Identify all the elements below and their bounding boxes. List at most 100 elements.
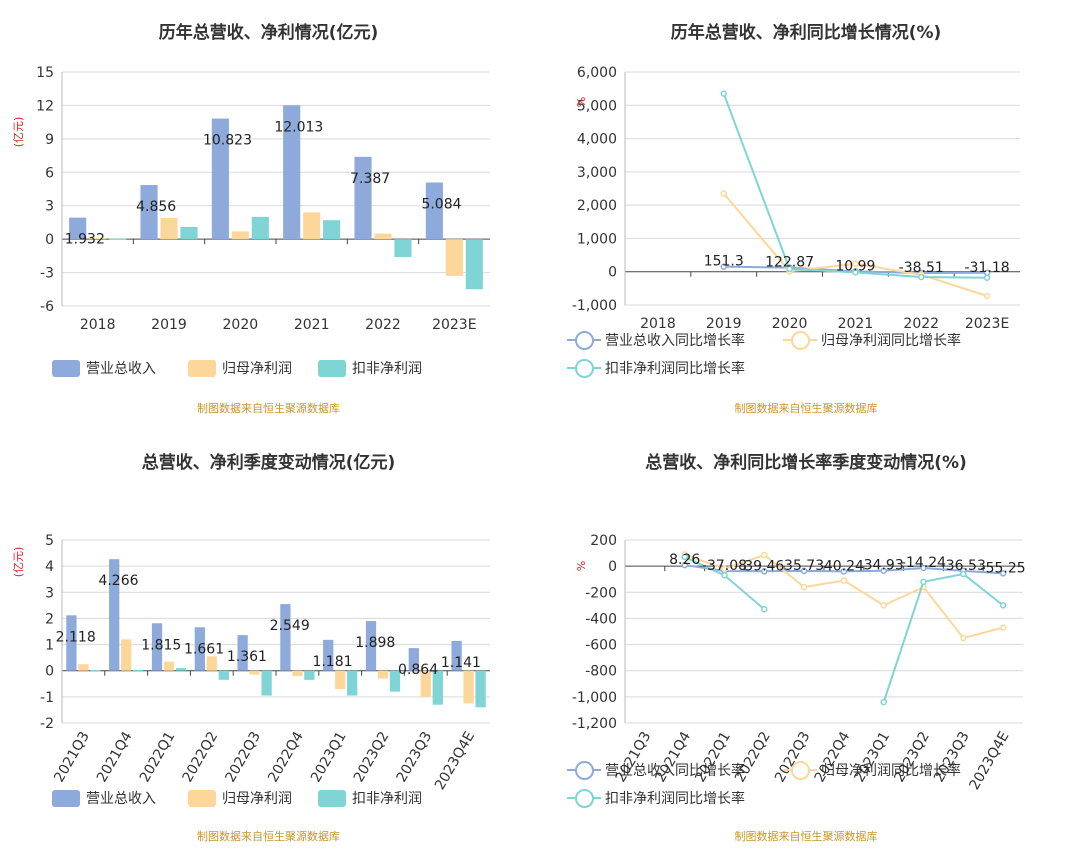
y-tick-label: -1,200 — [572, 716, 617, 732]
bar — [151, 623, 163, 671]
source-note: 制图数据来自恒生聚源数据库 — [197, 402, 340, 415]
y-tick-label: 3 — [45, 585, 54, 601]
data-label: 1.141 — [441, 655, 481, 671]
bar — [66, 615, 77, 671]
bar — [231, 231, 249, 240]
bar — [283, 105, 301, 240]
y-tick-label: -200 — [585, 585, 617, 601]
legend-label: 扣非净利润 — [352, 361, 422, 377]
data-label: 1.932 — [65, 232, 105, 248]
bar — [261, 670, 272, 696]
bar — [323, 220, 341, 240]
y-tick-label: 1 — [45, 638, 54, 654]
legend-color-swatch — [318, 359, 346, 377]
bar — [451, 640, 462, 671]
data-point — [999, 624, 1007, 631]
data-label: -38.51 — [899, 260, 944, 276]
bar — [194, 627, 205, 671]
data-label: 4.266 — [98, 573, 138, 589]
data-label: 8.26 — [669, 552, 700, 568]
bar — [109, 559, 120, 671]
legend-item[interactable]: 营业总收入 — [52, 788, 156, 808]
x-tick-label: 2023Q3 — [394, 729, 436, 785]
data-point — [761, 568, 768, 575]
bar — [140, 185, 158, 240]
legend-item[interactable]: 营业总收入 — [52, 358, 156, 378]
bar — [475, 670, 486, 708]
bar — [163, 661, 175, 671]
legend-line-marker-icon — [783, 331, 817, 350]
data-point — [999, 570, 1007, 577]
data-label: 40.24 — [824, 558, 864, 574]
chart-title: 总营收、净利季度变动情况(亿元) — [141, 453, 396, 473]
data-label: 2.549 — [270, 618, 310, 634]
legend-item[interactable]: 营业总收入同比增长率 — [567, 760, 745, 780]
data-point — [720, 90, 727, 97]
x-tick-label: 2018 — [640, 316, 676, 332]
legend-label: 归母净利润 — [222, 791, 292, 807]
data-point — [880, 698, 887, 706]
data-label: 1.815 — [141, 637, 181, 653]
bar — [133, 669, 144, 671]
legend-item[interactable]: 归母净利润 — [188, 788, 292, 808]
y-axis-label: (亿元) — [12, 117, 25, 148]
legend-item[interactable]: 归母净利润同比增长率 — [783, 330, 961, 350]
y-tick-label: 6 — [45, 165, 54, 181]
legend-item[interactable]: 扣非净利润 — [318, 788, 422, 808]
data-point — [840, 568, 848, 575]
y-tick-label: -6 — [40, 299, 54, 315]
legend-item[interactable]: 营业总收入同比增长率 — [567, 330, 745, 350]
y-axis-label: % — [575, 561, 588, 571]
data-label: 35.73 — [784, 558, 824, 574]
data-point — [721, 572, 728, 579]
legend-item[interactable]: 归母净利润 — [188, 358, 292, 378]
x-tick-label: 2023Q2 — [351, 729, 393, 785]
y-tick-label: 5,000 — [577, 98, 617, 114]
legend-line-marker-icon — [783, 761, 817, 780]
quarterly-revenue-profit-panel: 总营收、净利季度变动情况(亿元) -2 -1 0 1 2 3 4 5 (亿元) 2021Q3 202… — [0, 430, 537, 861]
chart-legend: 营业总收入同比增长率 归母净利润同比增长率扣非净利润同比增长率 — [537, 760, 1075, 820]
x-tick-label: 2022Q2 — [180, 729, 222, 785]
legend-item[interactable]: 扣非净利润同比增长率 — [567, 358, 745, 378]
y-tick-label: 1,000 — [577, 231, 617, 247]
bar — [354, 156, 372, 240]
data-label: 4.856 — [136, 199, 176, 215]
legend-color-swatch — [318, 789, 346, 807]
legend-label: 营业总收入同比增长率 — [605, 763, 745, 779]
data-point — [852, 269, 859, 276]
y-tick-label: -400 — [585, 611, 617, 627]
bar — [303, 212, 321, 240]
x-tick-label: 2022Q3 — [222, 729, 264, 785]
legend-label: 归母净利润 — [222, 361, 292, 377]
data-point — [880, 567, 887, 574]
y-tick-label: -2 — [40, 716, 54, 732]
bar — [374, 233, 392, 240]
legend-label: 归母净利润同比增长率 — [821, 763, 961, 779]
y-tick-label: 5 — [45, 533, 54, 549]
chart-legend: 营业总收入同比增长率 归母净利润同比增长率扣非净利润同比增长率 — [537, 330, 1075, 390]
data-point — [880, 602, 887, 609]
bar — [237, 635, 248, 671]
legend-line-marker-icon — [567, 789, 601, 808]
data-point — [720, 190, 727, 197]
data-label: 1.898 — [355, 635, 395, 651]
data-point — [721, 565, 728, 573]
x-tick-label: 2018 — [80, 317, 116, 333]
legend-label: 营业总收入 — [86, 361, 156, 377]
annual-bar-chart: -6 -3 0 3 6 9 12 15 (亿元) 2018 2019 2020 2021 2022 2023… — [12, 65, 490, 333]
bar — [89, 238, 107, 240]
y-tick-label: 9 — [45, 132, 54, 148]
x-tick-label: 2022Q1 — [137, 729, 179, 785]
chart-legend: 营业总收入 归母净利润 扣非净利润 — [0, 358, 537, 418]
legend-item[interactable]: 扣非净利润 — [318, 358, 422, 378]
x-tick-label: 2023Q4E — [432, 729, 478, 793]
y-tick-label: -800 — [585, 664, 617, 680]
bar — [251, 216, 269, 240]
x-tick-label: 2021Q4 — [94, 729, 136, 785]
bar — [160, 217, 178, 240]
legend-item[interactable]: 扣非净利润同比增长率 — [567, 788, 745, 808]
data-label: 34.93 — [864, 558, 904, 574]
chart-title: 历年总营收、净利同比增长情况(%) — [670, 23, 942, 43]
legend-item[interactable]: 归母净利润同比增长率 — [783, 760, 961, 780]
